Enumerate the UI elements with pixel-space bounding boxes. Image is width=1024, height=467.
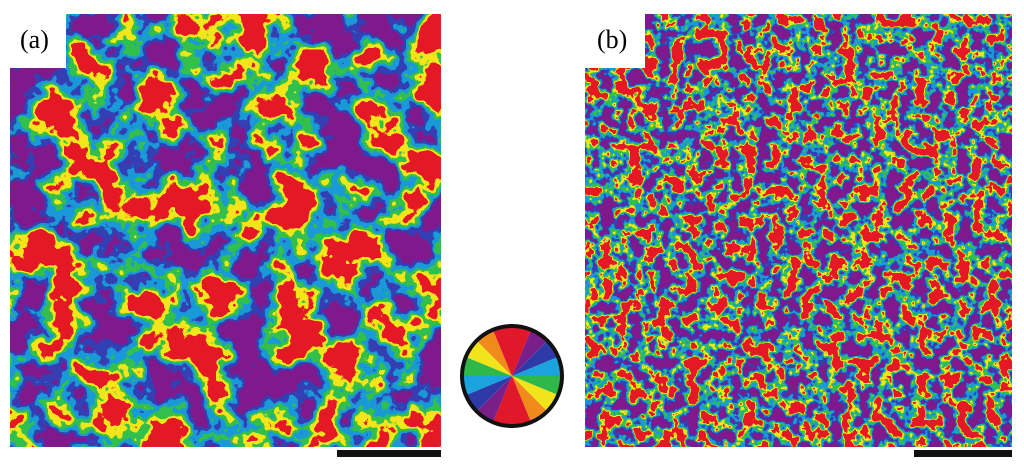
panel-label: (a) [20,25,49,54]
color-wheel [460,324,564,428]
label-box [585,14,645,68]
panel-a: (a) [10,14,441,457]
scale-bar [914,450,1012,457]
wheel-wedge [512,376,562,396]
wheel-wedge [476,329,512,376]
wheel-wedge [492,376,512,426]
wheel-wedge [512,326,532,376]
orientation-map [585,14,1012,447]
panel-b: (b) [585,14,1012,457]
wheel-wedge [512,329,548,376]
wheel-wedge [512,376,548,423]
wheel-wedge [476,376,512,423]
wheel-wedge [512,376,532,426]
scale-bar [337,450,441,457]
wheel-wedge [465,376,512,412]
wheel-wedge [512,356,562,376]
label-box [10,14,66,68]
panel-label: (b) [597,25,627,54]
wheel-wedge [462,356,512,376]
wheel-wedge [492,326,512,376]
wheel-wedge [465,340,512,376]
orientation-map [10,14,441,447]
wheel-wedge [512,340,559,376]
wheel-wedge [512,376,559,412]
wheel-outline [460,324,564,428]
wheel-wedge [462,376,512,396]
